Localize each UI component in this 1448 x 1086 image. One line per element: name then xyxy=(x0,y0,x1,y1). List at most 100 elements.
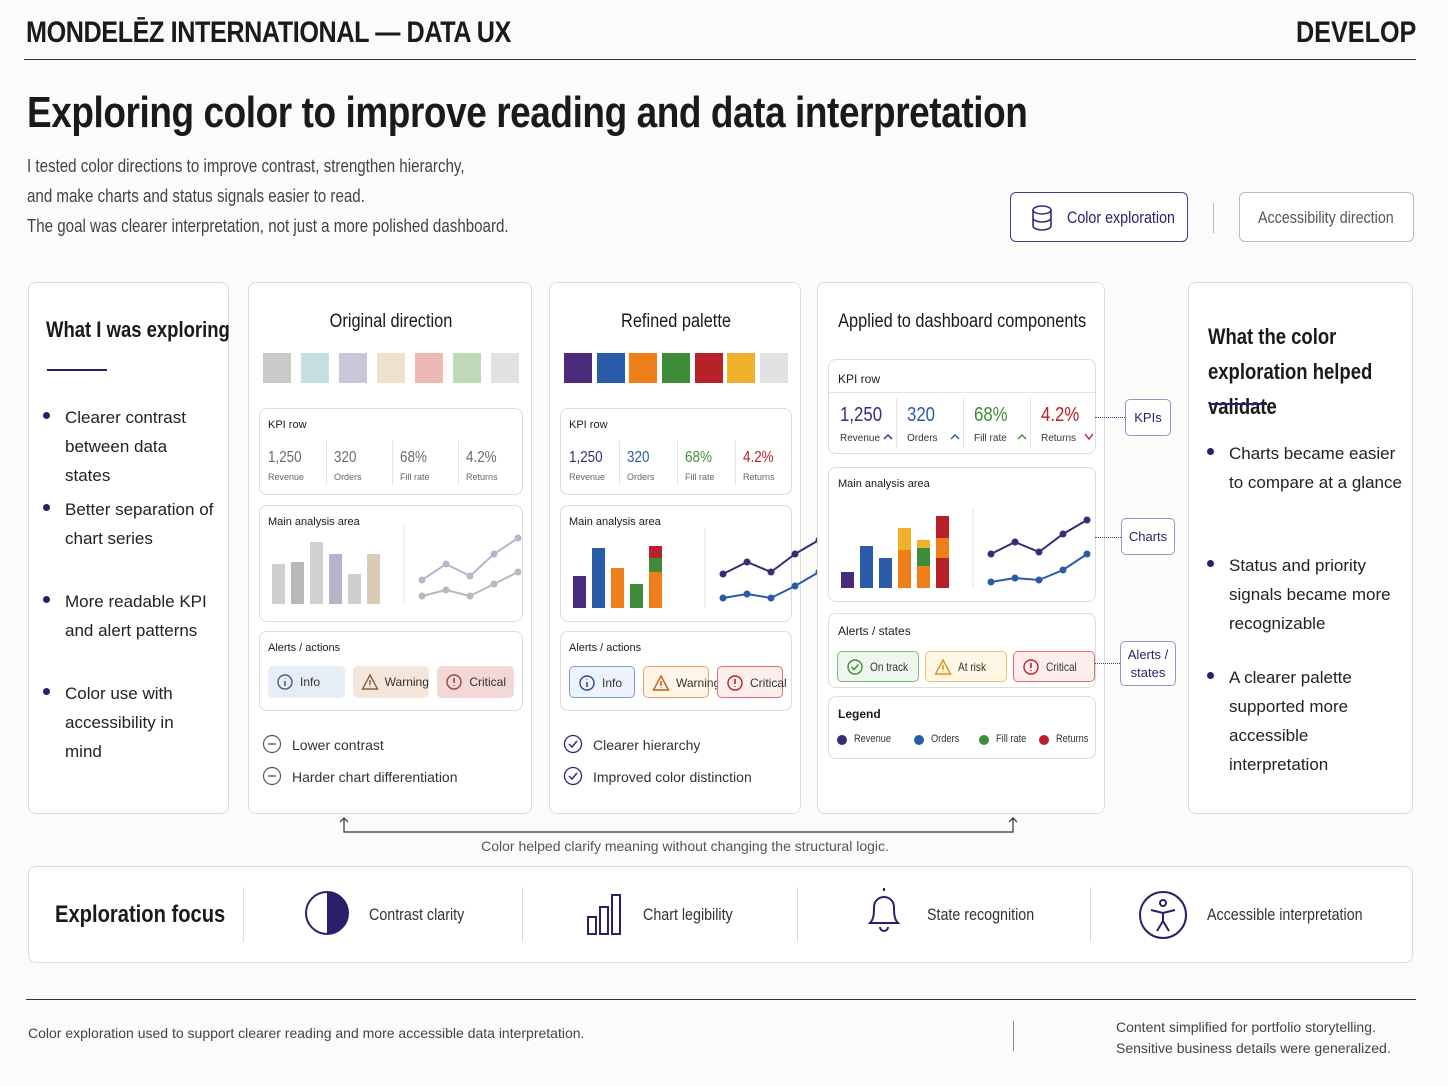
divider xyxy=(1013,1021,1014,1051)
swatch xyxy=(760,353,788,383)
focus-divider xyxy=(1090,887,1091,942)
legend-dot xyxy=(1039,735,1049,745)
legend-text: Fill rate xyxy=(996,733,1027,745)
kpi-rule xyxy=(829,392,1095,393)
accent-rule xyxy=(1209,403,1267,405)
callout: Charts xyxy=(1121,518,1175,555)
alert-icon xyxy=(727,675,743,691)
mini-chart xyxy=(573,528,823,608)
bullet xyxy=(43,504,50,511)
note-icon xyxy=(563,734,583,754)
alert-icon xyxy=(360,673,379,690)
kpi-value: 68% xyxy=(400,449,427,466)
focus-text: State recognition xyxy=(927,905,1035,924)
cell-divider xyxy=(735,441,736,485)
intro-line: I tested color directions to improve con… xyxy=(27,156,465,176)
focus-divider xyxy=(797,887,798,942)
footer-rule xyxy=(26,999,1416,1000)
swatch xyxy=(339,353,367,383)
legend-dot xyxy=(837,735,847,745)
focus-divider xyxy=(522,887,523,942)
bullet-text: Clearer contrast between data states xyxy=(65,408,186,485)
kpi-value: 68% xyxy=(685,449,712,466)
kpi-value: 320 xyxy=(907,404,936,426)
swatch xyxy=(662,353,690,383)
note-icon xyxy=(262,766,282,786)
panel: Original direction KPI row 1,250 Revenue 320… xyxy=(248,282,532,814)
mini-chart xyxy=(272,524,522,604)
focus-bar: Exploration focus Contrast clarity Chart l… xyxy=(28,866,1413,963)
swatch xyxy=(629,353,658,383)
callout-link xyxy=(1095,537,1121,538)
kpi-value: 1,250 xyxy=(840,404,883,426)
alert-text: Critical xyxy=(1046,660,1077,674)
callout-link xyxy=(1095,663,1120,664)
card-label: KPI row xyxy=(569,419,608,431)
alert-pill: Critical xyxy=(437,666,514,698)
note-text: Harder chart differentiation xyxy=(292,769,458,785)
legend-dot xyxy=(914,735,924,745)
kpi-label: Revenue xyxy=(569,472,606,482)
legend-text: Revenue xyxy=(854,733,891,745)
bullet xyxy=(43,688,50,695)
button[interactable]: Color exploration xyxy=(1010,192,1188,242)
alert-text: Info xyxy=(300,675,321,689)
kpi-value: 320 xyxy=(627,449,650,466)
legend-card: Legend Revenue Orders Fill rate Returns xyxy=(828,696,1096,759)
caption: Color helped clarify meaning without cha… xyxy=(481,838,889,854)
button[interactable]: Accessibility direction xyxy=(1239,192,1414,242)
cell-divider xyxy=(963,398,964,448)
cell-divider xyxy=(896,398,897,448)
alert-text: Warning xyxy=(384,675,429,689)
kpi-label: Orders xyxy=(907,433,938,444)
bullet-text: More readable KPI and alert patterns xyxy=(65,592,207,640)
swatch xyxy=(564,353,592,383)
panel-title: Original direction xyxy=(329,311,453,332)
note-text: Improved color distinction xyxy=(593,769,752,785)
callout-link xyxy=(1095,417,1125,418)
connector xyxy=(339,817,1018,833)
kpi-card: KPI row 1,250 Revenue 320 Orders 68% Fill rate… xyxy=(828,359,1096,454)
trend-icon xyxy=(1084,433,1094,441)
card-label: Main analysis area xyxy=(569,516,661,528)
alert-icon xyxy=(934,658,952,675)
kpi-card: KPI row 1,250 Revenue 320 Orders 68% Fill rate… xyxy=(259,408,523,495)
panel-title: What I was exploring xyxy=(46,317,230,342)
cell-divider xyxy=(458,441,459,485)
bullet xyxy=(1207,560,1214,567)
alert-icon xyxy=(1023,659,1039,675)
accent-rule xyxy=(47,369,107,371)
alerts-card: Alerts / actions Info Warning Critical xyxy=(560,631,792,711)
bullet-text: A clearer palette supported more accessi… xyxy=(1229,668,1352,774)
focus-text: Accessible interpretation xyxy=(1207,905,1363,924)
focus-divider xyxy=(243,887,244,942)
kpi-value: 4.2% xyxy=(743,449,774,466)
alert-pill: At risk xyxy=(925,651,1007,682)
swatch xyxy=(415,353,443,383)
panel-title: Applied to dashboard components xyxy=(838,311,1087,332)
bullet xyxy=(1207,672,1214,679)
note-icon xyxy=(262,734,282,754)
panel: What the color exploration helped valida… xyxy=(1188,282,1413,814)
button-label: Accessibility direction xyxy=(1258,208,1394,227)
kpi-value: 320 xyxy=(334,449,357,466)
cell-divider xyxy=(1030,398,1031,448)
trend-icon xyxy=(950,434,960,440)
legend-text: Orders xyxy=(931,733,960,745)
swatch xyxy=(453,353,481,383)
alert-pill: Critical xyxy=(717,666,787,698)
footer-note: Sensitive business details were generali… xyxy=(1116,1040,1391,1056)
alert-pill: Warning xyxy=(643,666,720,698)
bullet-text: Status and priority signals became more … xyxy=(1229,556,1391,633)
card-label: Alerts / actions xyxy=(569,642,642,654)
legend-dot xyxy=(979,735,989,745)
swatch xyxy=(694,353,723,383)
callout-text: Alerts / states xyxy=(1127,646,1169,680)
kpi-label: Fill rate xyxy=(974,433,1007,444)
focus-icon xyxy=(587,894,621,935)
intro-line: The goal was clearer interpretation, not… xyxy=(27,216,509,236)
kpi-label: Revenue xyxy=(840,433,881,444)
swatch xyxy=(491,353,519,383)
bullet xyxy=(1207,448,1214,455)
